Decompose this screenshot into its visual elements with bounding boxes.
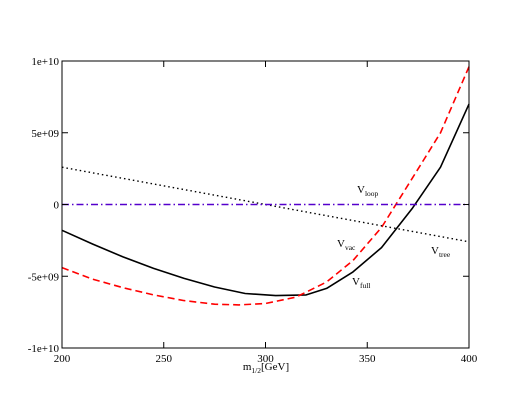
series-line-full	[61, 103, 470, 297]
y-tick-label: -5e+09	[28, 271, 60, 283]
y-tick-label: 1e+10	[31, 56, 59, 68]
x-tick-label: 200	[54, 353, 71, 365]
series-line-tree	[61, 166, 470, 243]
x-axis-title: m1/2[GeV]	[243, 361, 289, 375]
series-layer	[61, 66, 470, 306]
series-label-vvac: Vvac	[337, 238, 356, 252]
x-tick-label: 400	[461, 353, 478, 365]
y-tick-label: 5e+09	[31, 128, 59, 140]
series-label-vloop: Vloop	[357, 184, 379, 198]
x-tick-label: 250	[156, 353, 173, 365]
series-label-vfull: Vfull	[352, 276, 370, 290]
y-tick-label: 0	[54, 200, 60, 212]
series-line-vac	[61, 66, 470, 306]
series-label-vtree: Vtree	[431, 245, 451, 259]
x-tick-label: 350	[359, 353, 376, 365]
ticks-layer: 200 250 300 350 400 1e+10 5e+09 0 -5e+09 -1e+10	[28, 56, 478, 365]
x-tick-label: 300	[257, 353, 274, 365]
y-tick-label: -1e+10	[28, 343, 60, 355]
